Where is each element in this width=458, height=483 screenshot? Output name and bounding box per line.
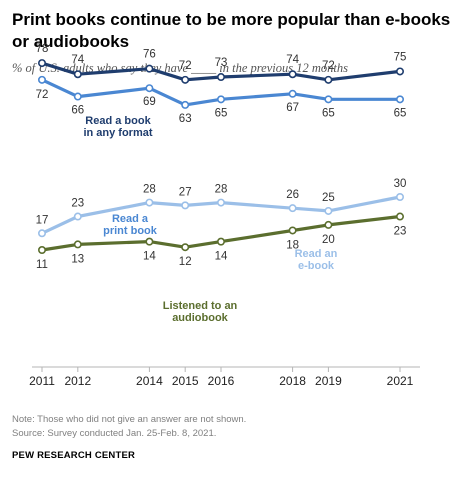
series-label-line: Listened to an — [163, 300, 238, 312]
data-label-print-book: 66 — [71, 105, 84, 117]
data-label-audiobook: 18 — [286, 239, 299, 251]
data-label-ebook: 23 — [71, 198, 84, 210]
data-label-print-book: 65 — [215, 107, 228, 119]
chart-source: Source: Survey conducted Jan. 25-Feb. 8,… — [12, 428, 217, 439]
data-label-ebook: 30 — [394, 178, 407, 190]
data-point-any-format — [181, 75, 190, 84]
data-point-any-format — [145, 64, 154, 73]
data-point-any-format — [395, 67, 404, 76]
data-label-ebook: 28 — [215, 184, 228, 196]
data-point-ebook — [73, 212, 82, 221]
data-point-audiobook — [145, 237, 154, 246]
data-label-ebook: 17 — [36, 214, 49, 226]
data-point-any-format — [73, 70, 82, 79]
data-label-audiobook: 23 — [394, 226, 407, 238]
data-label-print-book: 65 — [322, 107, 335, 119]
x-tick-label: 2011 — [29, 374, 55, 388]
x-tick-label: 2012 — [64, 374, 91, 388]
data-label-ebook: 27 — [179, 186, 192, 198]
data-point-print-book — [37, 75, 46, 84]
x-tick-label: 2018 — [279, 374, 306, 388]
x-tick-label: 2014 — [136, 374, 163, 388]
series-label-line: Read a — [112, 213, 149, 225]
data-point-print-book — [145, 84, 154, 93]
data-label-any-format: 74 — [71, 54, 84, 66]
data-label-any-format: 78 — [36, 43, 49, 55]
x-tick-label: 2021 — [387, 374, 414, 388]
series-line-print-book — [40, 78, 402, 107]
chart-subtitle: % of U.S. adults who say they have ____ … — [12, 61, 348, 75]
data-point-audiobook — [37, 246, 46, 255]
series-label-ebook: Read an e-book — [295, 248, 338, 272]
data-label-audiobook: 13 — [71, 253, 84, 265]
organization-name: PEW RESEARCH CENTER — [12, 450, 136, 461]
data-point-ebook — [395, 193, 404, 202]
data-point-print-book — [288, 89, 297, 98]
data-label-ebook: 28 — [143, 184, 156, 196]
data-point-ebook — [324, 206, 333, 215]
data-point-audiobook — [324, 220, 333, 229]
data-label-print-book: 63 — [179, 113, 192, 125]
data-point-ebook — [145, 198, 154, 207]
data-label-any-format: 72 — [322, 60, 335, 72]
series-label-line: audiobook — [172, 312, 228, 324]
data-label-audiobook: 20 — [322, 234, 335, 246]
series-label-audiobook: Listened to an audiobook — [163, 300, 238, 324]
data-label-any-format: 74 — [286, 54, 299, 66]
data-point-audiobook — [73, 240, 82, 249]
data-label-audiobook: 14 — [143, 251, 156, 263]
data-point-any-format — [288, 70, 297, 79]
series-label-line: in any format — [83, 127, 152, 139]
series-line-ebook — [40, 195, 402, 235]
data-label-any-format: 73 — [215, 57, 228, 69]
data-point-print-book — [73, 92, 82, 101]
series-label-line: print book — [103, 225, 158, 237]
series-line-any-format — [40, 61, 402, 82]
data-point-ebook — [181, 201, 190, 210]
data-point-print-book — [217, 95, 226, 104]
data-label-audiobook: 14 — [215, 251, 228, 263]
data-label-ebook: 26 — [286, 189, 299, 201]
data-point-audiobook — [288, 226, 297, 235]
x-tick-label: 2015 — [172, 374, 199, 388]
data-label-print-book: 69 — [143, 96, 156, 108]
series-label-print-book: Read a print book — [103, 213, 158, 237]
data-label-print-book: 72 — [36, 89, 49, 101]
subtitle-suffix: in the previous 12 months — [219, 61, 348, 75]
data-point-any-format — [324, 75, 333, 84]
data-label-print-book: 67 — [286, 102, 299, 114]
data-label-any-format: 76 — [143, 49, 156, 61]
data-point-print-book — [324, 95, 333, 104]
data-point-ebook — [288, 204, 297, 213]
series-label-any-format: Read a book in any format — [83, 115, 152, 139]
data-label-print-book: 65 — [394, 107, 407, 119]
data-point-audiobook — [217, 237, 226, 246]
data-label-any-format: 72 — [179, 60, 192, 72]
data-point-any-format — [37, 59, 46, 68]
x-tick-label: 2019 — [315, 374, 342, 388]
data-point-audiobook — [395, 212, 404, 221]
series-label-line: Read an — [295, 248, 338, 260]
data-label-ebook: 25 — [322, 192, 335, 204]
chart-title: Print books continue to be more popular … — [12, 10, 451, 51]
data-point-ebook — [37, 229, 46, 238]
data-point-any-format — [217, 73, 226, 82]
subtitle-prefix: % of U.S. adults who say they have — [12, 61, 189, 75]
series-label-line: e-book — [298, 260, 335, 272]
data-point-audiobook — [181, 243, 190, 252]
chart-note: Note: Those who did not give an answer a… — [12, 414, 247, 425]
data-point-print-book — [395, 95, 404, 104]
data-label-audiobook: 12 — [179, 256, 192, 268]
data-point-print-book — [181, 100, 190, 109]
data-point-ebook — [217, 198, 226, 207]
series-line-audiobook — [40, 214, 402, 252]
series-label-line: Read a book — [85, 115, 151, 127]
data-label-any-format: 75 — [394, 51, 407, 63]
x-tick-label: 2016 — [208, 374, 235, 388]
data-label-audiobook: 11 — [36, 259, 48, 271]
